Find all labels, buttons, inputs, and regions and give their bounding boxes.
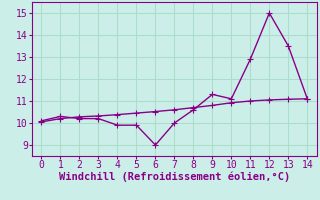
X-axis label: Windchill (Refroidissement éolien,°C): Windchill (Refroidissement éolien,°C) — [59, 172, 290, 182]
